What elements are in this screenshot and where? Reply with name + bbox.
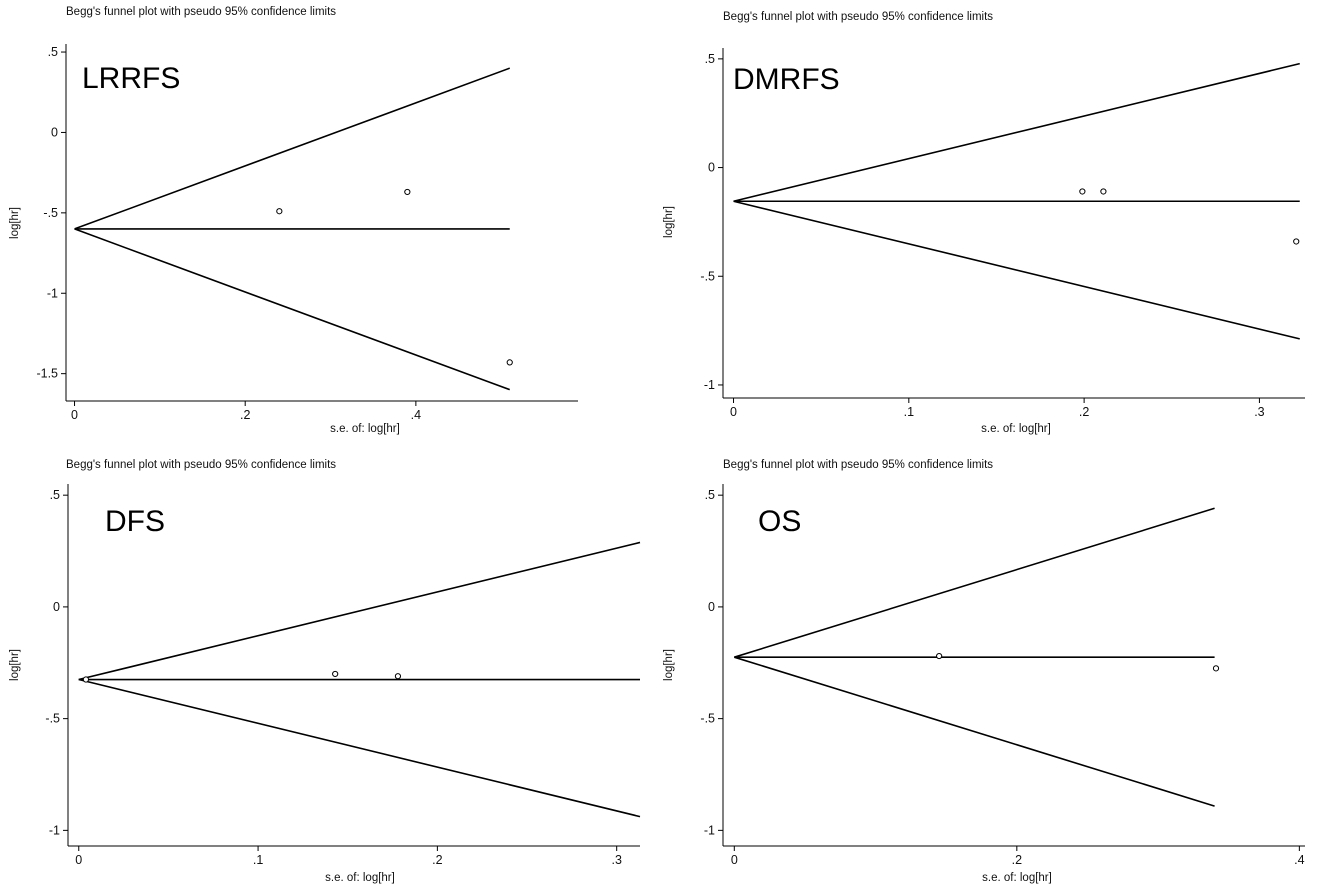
y-tick-label: .5 (50, 488, 60, 502)
plot-marks: .5 0 -.5 -1 0 .1 .2 .3 (45, 484, 641, 867)
x-tick-label: .4 (1294, 853, 1304, 867)
y-tick-label: 0 (708, 161, 715, 175)
panel-title: Begg's funnel plot with pseudo 95% confi… (66, 459, 336, 471)
y-axis-label: log[hr] (9, 649, 21, 681)
y-tick-label: -1 (47, 286, 58, 300)
plot-marks: .5 0 -.5 -1 0 .2 .4 (700, 484, 1305, 867)
panel-title: Begg's funnel plot with pseudo 95% confi… (66, 6, 336, 18)
y-axis-label: log[hr] (663, 206, 675, 238)
y-tick-label: -1 (704, 378, 715, 392)
lower-confidence-limit (74, 228, 511, 391)
x-tick-label: 0 (731, 853, 738, 867)
funnel-panel-lrrfs: Begg's funnel plot with pseudo 95% confi… (9, 6, 578, 435)
x-tick-label: .2 (432, 853, 442, 867)
study-point (1100, 188, 1107, 195)
y-tick-label: .5 (705, 488, 715, 502)
panel-label-os: OS (758, 505, 801, 538)
x-tick-label: .2 (1079, 405, 1089, 419)
x-tick-label: .3 (611, 853, 621, 867)
lower-confidence-limit (734, 656, 1215, 807)
y-tick-label: -1 (704, 823, 715, 837)
x-tick-label: 0 (75, 853, 82, 867)
study-point (1079, 188, 1086, 195)
panel-title: Begg's funnel plot with pseudo 95% confi… (723, 11, 993, 23)
upper-confidence-limit (734, 507, 1215, 658)
x-tick-label: 0 (71, 408, 78, 422)
panel-label-lrrfs: LRRFS (82, 62, 180, 95)
x-tick-label: 0 (730, 405, 737, 419)
y-tick-label: -.5 (45, 712, 60, 726)
x-axis-label: s.e. of: log[hr] (330, 423, 400, 435)
lower-confidence-limit (78, 678, 641, 818)
panel-label-dfs: DFS (105, 505, 165, 538)
plot-marks: .5 0 -.5 -1 0 .1 .2 .3 (700, 48, 1305, 419)
panel-title: Begg's funnel plot with pseudo 95% confi… (723, 459, 993, 471)
funnel-panel-dmrfs: Begg's funnel plot with pseudo 95% confi… (663, 11, 1305, 435)
x-axis-label: s.e. of: log[hr] (325, 872, 395, 884)
y-tick-label: -.5 (700, 269, 715, 283)
y-axis-label: log[hr] (9, 207, 21, 239)
study-point (404, 188, 411, 196)
x-axis-label: s.e. of: log[hr] (982, 872, 1052, 884)
y-tick-label: 0 (708, 600, 715, 614)
upper-confidence-limit (78, 541, 641, 681)
funnel-panel-dfs: Begg's funnel plot with pseudo 95% confi… (9, 459, 641, 884)
x-tick-label: .2 (240, 408, 250, 422)
study-point (394, 673, 402, 680)
lower-confidence-limit (733, 200, 1300, 340)
panel-label-dmrfs: DMRFS (733, 63, 840, 96)
study-point (1293, 238, 1300, 245)
y-axis-label: log[hr] (663, 649, 675, 681)
x-axis-label: s.e. of: log[hr] (981, 423, 1051, 435)
x-tick-label: .1 (904, 405, 914, 419)
y-tick-label: -.5 (43, 206, 58, 220)
study-point (1212, 665, 1220, 672)
y-tick-label: 0 (53, 600, 60, 614)
y-tick-label: -1.5 (36, 367, 58, 381)
study-point (82, 676, 90, 683)
y-tick-label: 0 (51, 125, 58, 139)
x-tick-label: .2 (1012, 853, 1022, 867)
y-tick-label: .5 (48, 45, 58, 59)
study-point (936, 652, 943, 660)
y-tick-label: .5 (705, 52, 715, 66)
upper-confidence-limit (74, 67, 511, 230)
x-tick-label: .4 (411, 408, 421, 422)
x-tick-label: .1 (253, 853, 263, 867)
study-point (276, 208, 283, 215)
study-point (506, 359, 513, 366)
study-point (332, 670, 339, 678)
y-tick-label: -1 (49, 823, 60, 837)
plot-marks: .5 0 -.5 -1 -1.5 0 .2 .4 (36, 44, 578, 422)
y-tick-label: -.5 (700, 712, 715, 726)
x-tick-label: .3 (1254, 405, 1264, 419)
funnel-panel-os: Begg's funnel plot with pseudo 95% confi… (663, 459, 1305, 884)
upper-confidence-limit (733, 62, 1300, 203)
